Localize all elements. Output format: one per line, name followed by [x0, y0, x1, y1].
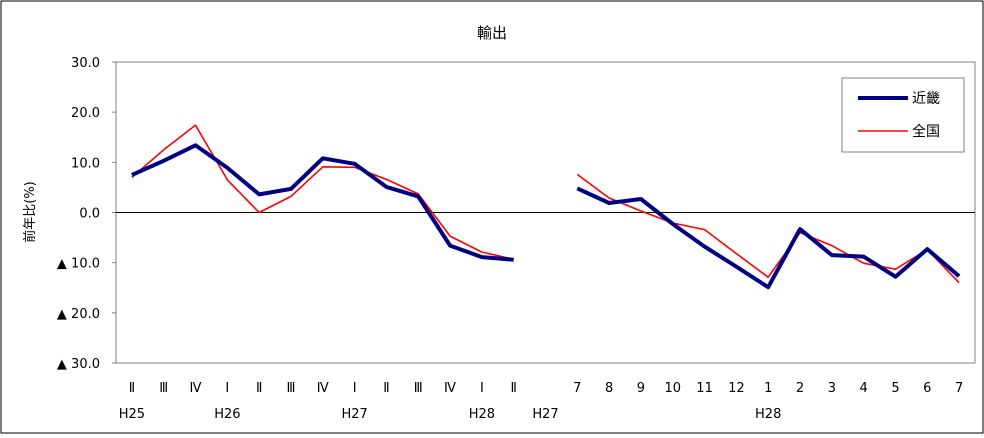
x-tick-label: 7: [955, 381, 963, 396]
series-line-kinki: [131, 143, 514, 262]
x-tick-label: 3: [828, 381, 836, 396]
x-tick-label: Ⅰ: [480, 381, 484, 396]
x-tick-label: Ⅲ: [286, 381, 295, 396]
x-tick-label: 6: [923, 381, 931, 396]
series-line-zenkoku: [576, 173, 960, 284]
x-tick-label: 12: [728, 381, 745, 396]
x-tick-label: 8: [605, 381, 613, 396]
x-tick-label: 5: [891, 381, 899, 396]
x-tick-label: Ⅲ: [159, 381, 168, 396]
x-tick-label: Ⅱ: [383, 381, 389, 396]
x-tick-label: 4: [860, 381, 868, 396]
x-tick-label: 11: [696, 381, 713, 396]
legend-label: 全国: [912, 123, 940, 140]
y-tick-label: 10.0: [71, 156, 100, 171]
y-tick-label: 30.0: [71, 56, 100, 71]
chart-title: 輸出: [477, 24, 507, 42]
y-tick-label: ▲ 20.0: [57, 307, 100, 322]
x-tick-label: 1: [764, 381, 772, 396]
legend-box: [841, 77, 965, 153]
y-tick-label: 20.0: [71, 106, 100, 121]
x-tick-label: Ⅳ: [190, 381, 202, 396]
x-year-label: H26: [214, 407, 240, 422]
series-line-zenkoku: [131, 124, 514, 260]
series-line-kinki: [576, 186, 961, 290]
x-tick-label: 9: [637, 381, 645, 396]
y-axis-label: 前年比(%): [22, 181, 38, 243]
x-tick-label: Ⅳ: [444, 381, 456, 396]
y-tick-label: ▲ 30.0: [57, 357, 100, 372]
x-tick-label: Ⅲ: [414, 381, 423, 396]
x-tick-label: 7: [573, 381, 581, 396]
x-tick-label: Ⅱ: [510, 381, 516, 396]
x-year-label: H27: [341, 407, 367, 422]
legend-label: 近畿: [912, 91, 940, 107]
x-tick-label: Ⅰ: [353, 381, 357, 396]
x-year-label: H27: [532, 407, 558, 422]
x-year-label: H28: [755, 407, 781, 422]
x-tick-label: Ⅱ: [256, 381, 262, 396]
x-tick-label: Ⅰ: [225, 381, 229, 396]
x-year-label: H28: [469, 407, 495, 422]
y-tick-label: 0.0: [79, 207, 100, 222]
x-tick-label: Ⅳ: [317, 381, 329, 396]
x-tick-label: 2: [796, 381, 804, 396]
x-tick-label: 10: [664, 381, 681, 396]
x-year-label: H25: [119, 407, 145, 422]
y-tick-label: ▲ 10.0: [57, 257, 100, 272]
x-tick-label: Ⅱ: [129, 381, 135, 396]
series-lines: [131, 124, 961, 290]
y-axis-ticks: 30.0 20.0 10.0 0.0 ▲ 10.0 ▲ 20.0 ▲ 30.0: [57, 56, 116, 372]
